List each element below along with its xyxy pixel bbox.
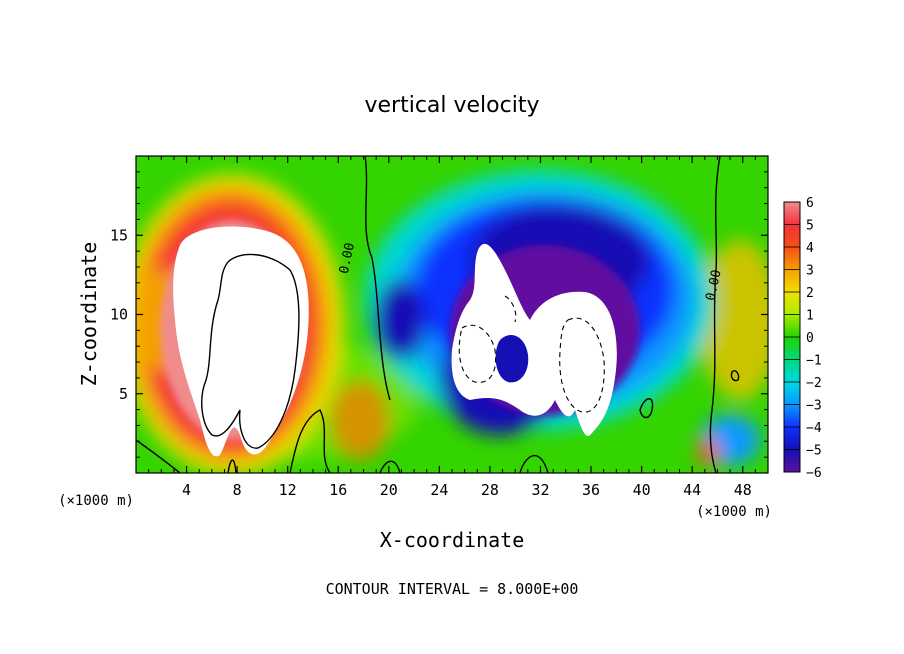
x-tick-label: 32: [531, 481, 549, 499]
colorbar-label: 5: [806, 219, 814, 234]
x-tick-label: 4: [182, 481, 191, 499]
colorbar-swatch: [784, 359, 800, 383]
contour-interval-note: CONTOUR INTERVAL = 8.000E+00: [326, 580, 579, 598]
contour-label-list: 0.00 0.00: [337, 241, 725, 302]
x-tick-label: 8: [233, 481, 242, 499]
x-tick-label: 36: [582, 481, 600, 499]
downdraft-core: [451, 243, 617, 436]
y-tick-label: 15: [110, 226, 128, 244]
colorbar-label: 4: [806, 241, 814, 256]
x-tick-label: 40: [633, 481, 651, 499]
colorbar-swatch: [784, 382, 800, 405]
colorbar-label: −1: [806, 354, 822, 369]
x-tick-label: 12: [279, 481, 297, 499]
colorbar-swatch: [784, 337, 800, 360]
x-tick-label: 16: [329, 481, 347, 499]
x-tick-label: 48: [734, 481, 752, 499]
x-tick-label: 24: [430, 481, 448, 499]
colorbar-label: −5: [806, 444, 822, 459]
colorbar-swatch: [784, 247, 800, 270]
colorbar-label: 1: [806, 309, 814, 324]
updraft-core: [173, 226, 309, 457]
colorbar-swatch: [784, 314, 800, 338]
x-tick-label: 20: [380, 481, 398, 499]
colorbar-swatch: [784, 269, 800, 293]
colorbar-label: −3: [806, 399, 822, 414]
colorbar-swatch: [784, 202, 800, 225]
x-axis: 4 8 12 16 20 24 28 32 36 40 44 48: [148, 156, 756, 499]
x-axis-unit-left: (×1000 m): [58, 493, 134, 509]
colorbar-swatch: [784, 404, 800, 428]
contour-label: 0.00: [703, 268, 724, 302]
chart-title: vertical velocity: [364, 93, 539, 118]
dashed-contours: [458, 295, 605, 413]
x-axis-label: X-coordinate: [380, 528, 525, 552]
colorbar: 6 5 4 3 2 1 0 −1 −2 −3 −4 −5 −6: [783, 196, 822, 481]
contour-label: 0.00: [337, 241, 358, 275]
y-axis: 5 10 15: [110, 171, 768, 458]
y-axis-label: Z-coordinate: [77, 242, 101, 387]
y-tick-label: 5: [119, 385, 128, 403]
colorbar-swatch: [784, 449, 800, 473]
x-tick-label: 44: [683, 481, 701, 499]
y-tick-label: 10: [110, 306, 128, 324]
contour-lines: [136, 156, 740, 473]
velocity-field: [136, 156, 768, 473]
colorbar-swatch: [784, 224, 800, 248]
colorbar-label: −4: [806, 421, 822, 436]
colorbar-label: −6: [806, 466, 822, 481]
colorbar-label: 2: [806, 286, 814, 301]
colorbar-swatch: [784, 292, 800, 315]
x-axis-unit-right: (×1000 m): [696, 504, 772, 520]
colorbar-label: 6: [806, 196, 814, 211]
colorbar-swatch: [784, 427, 800, 450]
colorbar-label: 3: [806, 264, 814, 279]
colorbar-label: −2: [806, 376, 822, 391]
x-tick-label: 28: [481, 481, 499, 499]
colorbar-label: 0: [806, 331, 814, 346]
